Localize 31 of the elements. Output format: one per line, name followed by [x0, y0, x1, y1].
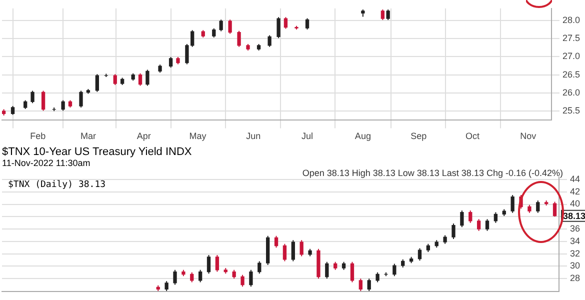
y-tick-label: 42 [570, 186, 580, 196]
candlestick [104, 73, 108, 78]
y-tick-label: 36 [570, 224, 580, 234]
annotation: Open 38.13 High 38.13 Low 38.13 Last 38.13 Chg -0.16 (-0.42%) [302, 168, 563, 178]
y-tick-label: 44 [570, 174, 580, 184]
x-tick-label: Jul [302, 131, 314, 142]
x-tick-label: Nov [520, 131, 537, 142]
x-tick-label: Oct [465, 131, 480, 142]
y-tick-label: 28.0 [562, 14, 580, 25]
x-tick-label: Aug [354, 131, 371, 142]
x-tick-label: Sep [410, 131, 427, 142]
y-tick-label: 30 [570, 260, 580, 271]
x-tick-label: Feb [30, 131, 46, 142]
annotation: 38.13 [562, 210, 585, 221]
chart-subtitle: 11-Nov-2022 11:30am [2, 158, 90, 168]
y-tick-label: 27.0 [562, 51, 580, 62]
x-tick-label: Mar [80, 131, 96, 142]
y-tick-label: 32 [570, 248, 580, 258]
annotation: $TNX (Daily) 38.13 [8, 180, 106, 190]
y-tick-label: 28 [570, 273, 580, 284]
y-tick-label: 40 [570, 198, 580, 209]
x-tick-label: Apr [136, 131, 151, 142]
y-tick-label: 26.5 [562, 69, 580, 80]
candlestick [294, 25, 298, 30]
y-tick-label: 25.5 [562, 106, 580, 116]
x-tick-label: Jun [246, 131, 261, 142]
x-tick-label: May [189, 131, 207, 142]
chart-title: $TNX 10-Year US Treasury Yield INDX [2, 146, 192, 158]
y-tick-label: 34 [570, 236, 580, 246]
y-tick-label: 26.0 [562, 87, 580, 98]
y-tick-label: 27.5 [562, 33, 580, 44]
